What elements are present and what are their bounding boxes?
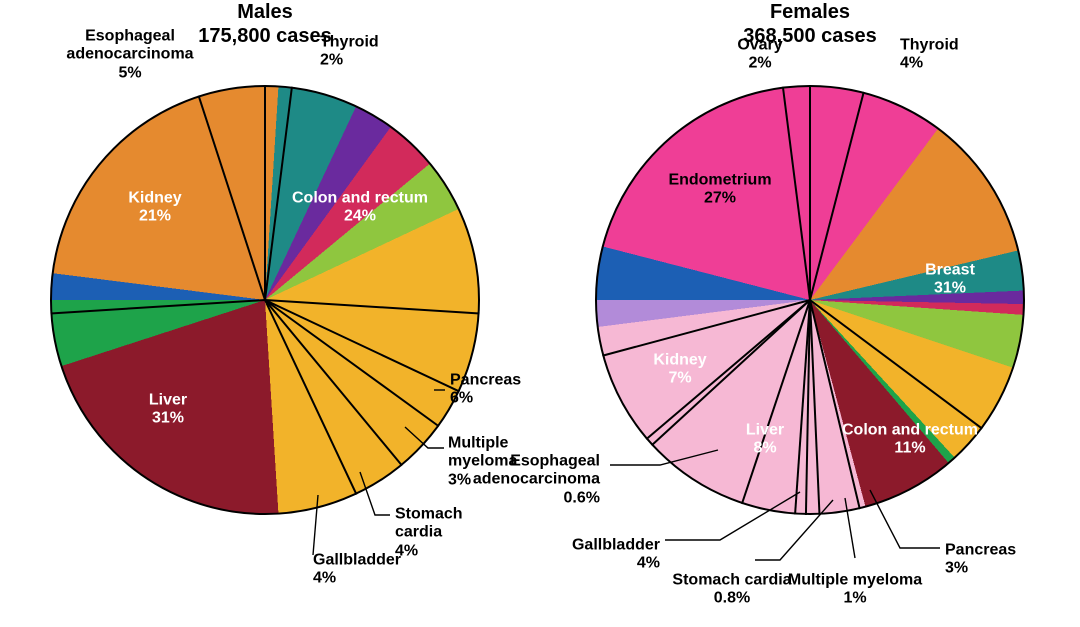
slice-label-females-9: Kidney 7% <box>653 352 706 389</box>
figure-root: Males 175,800 casesThyroid 2%Colon and r… <box>0 0 1080 627</box>
slice-label-females-11: Ovary 2% <box>737 37 782 74</box>
slice-label-females-10: Endometrium 27% <box>668 172 771 209</box>
leader-females-8 <box>0 0 1080 627</box>
